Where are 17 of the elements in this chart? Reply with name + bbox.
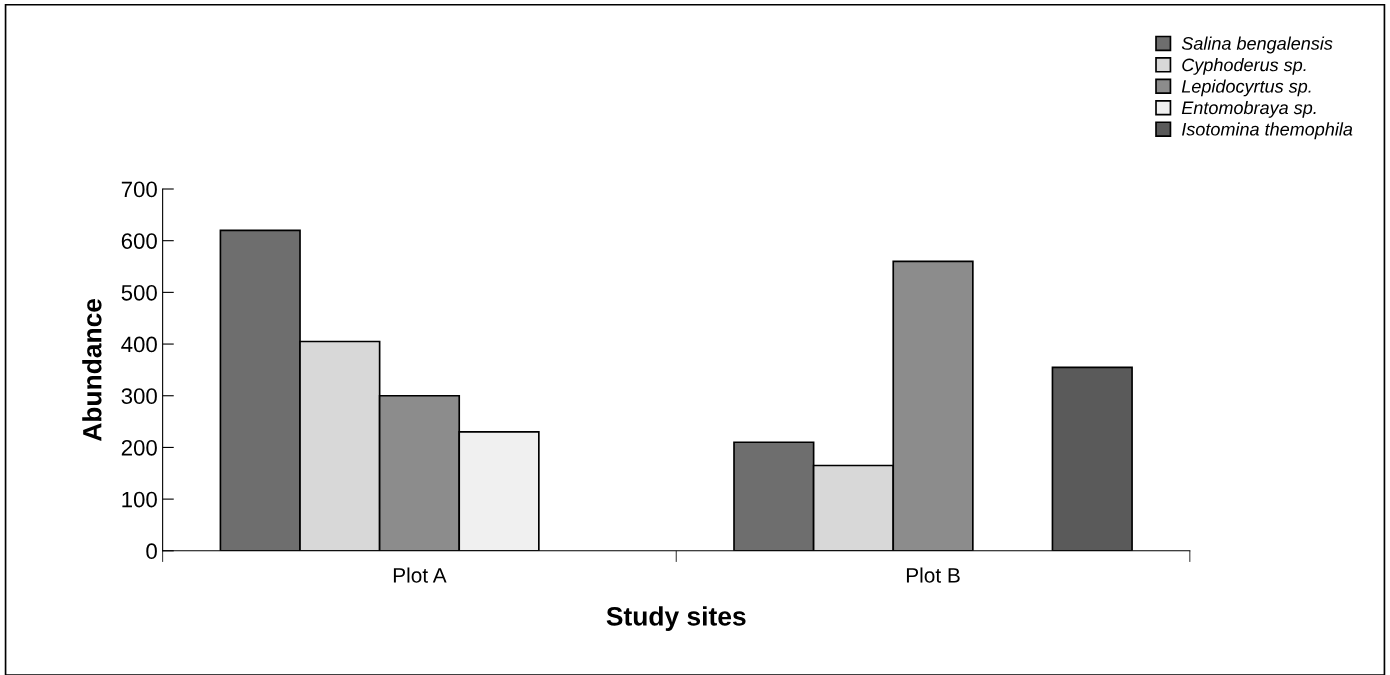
legend-label: Lepidocyrtus sp. (1181, 79, 1311, 97)
legend-label: Salina bengalensis (1181, 36, 1333, 54)
x-axis-title: Study sites (606, 606, 746, 631)
y-tick-label: 700 (121, 181, 157, 198)
y-tick-label: 200 (121, 439, 157, 456)
y-tick-label: 100 (122, 491, 157, 508)
y-tick-label: 600 (121, 233, 157, 249)
y-axis-title: Abundance (82, 298, 102, 442)
y-tick-label: 300 (121, 388, 157, 405)
x-tick-label: Plot A (393, 567, 447, 583)
legend-label: Entomobraya sp. (1181, 100, 1316, 118)
y-tick-label: 400 (121, 336, 157, 353)
y-tick-label: 500 (121, 284, 157, 301)
x-tick-label: Plot B (906, 567, 960, 583)
legend-label: Isotomina themophila (1182, 122, 1353, 140)
legend-label: Cyphoderus sp. (1182, 58, 1306, 75)
y-tick-label: 0 (146, 543, 157, 560)
